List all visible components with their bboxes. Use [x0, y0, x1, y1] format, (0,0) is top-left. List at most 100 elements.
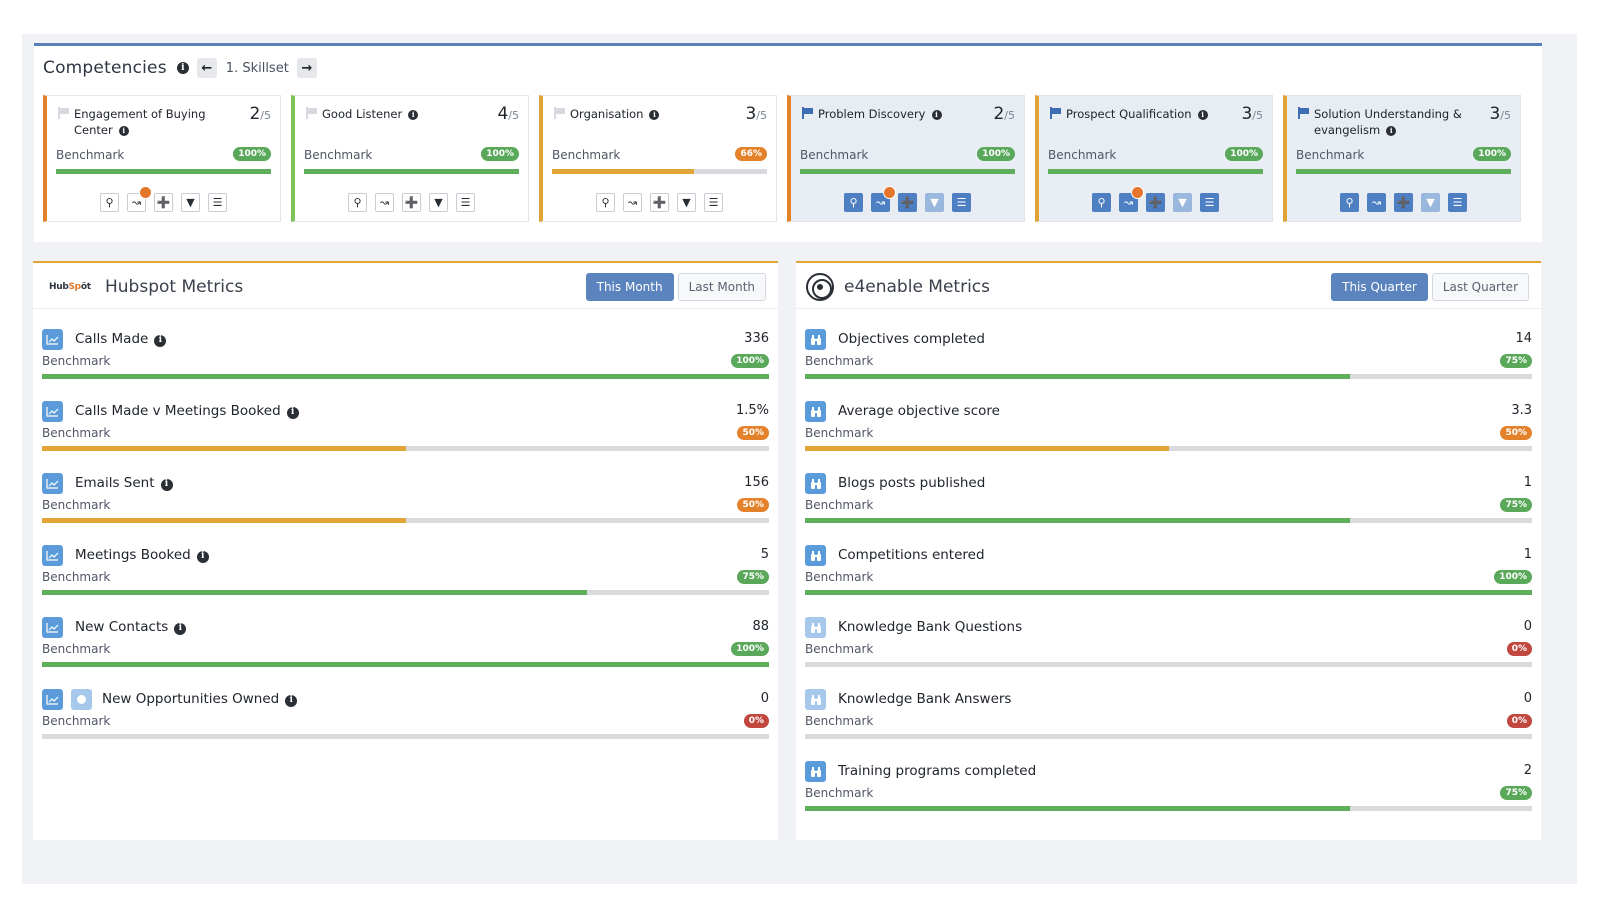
metric-name: New Contacts i [75, 619, 187, 635]
chart-icon[interactable]: ↝ [127, 186, 152, 212]
progress-fill [805, 590, 1532, 595]
competencies-title: Competencies [43, 58, 167, 78]
competency-name-text: Engagement of Buying Center [74, 107, 206, 137]
competency-card[interactable]: Engagement of Buying Center i 2/5 Benchmark… [43, 95, 281, 222]
info-icon[interactable]: i [196, 550, 209, 563]
competency-card[interactable]: Solution Understanding & evangelism i 3/5 B… [1283, 95, 1521, 222]
line-chart-icon[interactable] [42, 617, 63, 638]
info-icon[interactable]: i [931, 109, 942, 120]
benchmark-progress-bar [42, 734, 769, 739]
hubspot-metrics-panel: HubSpöt Hubspot Metrics This Month Last … [33, 261, 778, 840]
arrow-right-icon[interactable]: → [296, 58, 317, 78]
list-icon[interactable]: ☰ [704, 193, 723, 212]
progress-fill [42, 518, 406, 523]
info-icon[interactable]: i [649, 109, 660, 120]
dashboard-frame: Competencies i ← 1. Skillset → Engagemen… [22, 34, 1577, 884]
pie-chart-icon[interactable] [71, 689, 92, 710]
progress-fill [805, 518, 1351, 523]
plus-circle-icon[interactable]: ➕ [154, 193, 173, 212]
arrow-left-icon[interactable]: ← [196, 58, 217, 78]
competency-name-text: Organisation [570, 107, 644, 121]
line-chart-icon[interactable] [42, 329, 63, 350]
chart-icon[interactable]: ↝ [375, 193, 394, 212]
info-icon[interactable]: i [154, 334, 167, 347]
line-chart-icon[interactable] [42, 689, 63, 710]
binoculars-icon[interactable] [805, 473, 826, 494]
info-icon[interactable]: i [408, 109, 419, 120]
card-actions: ⚲ ↝ ➕ ▼ ☰ [791, 186, 1024, 212]
info-icon[interactable]: i [174, 622, 187, 635]
plus-circle-icon[interactable]: ➕ [402, 193, 421, 212]
search-icon[interactable]: ⚲ [1340, 193, 1359, 212]
metric-value: 2 [1523, 763, 1532, 778]
notification-dot-icon [883, 186, 896, 199]
list-icon[interactable]: ☰ [1200, 193, 1219, 212]
this-month-button[interactable]: This Month [585, 273, 674, 301]
metric-name-text: Calls Made v Meetings Booked [75, 403, 281, 419]
flag-icon [1298, 107, 1309, 119]
metric-name-text: Average objective score [838, 403, 1000, 419]
competency-card[interactable]: Prospect Qualification i 3/5 Benchmark 100% ⚲… [1035, 95, 1273, 222]
plus-circle-icon[interactable]: ➕ [898, 193, 917, 212]
info-icon[interactable]: i [286, 406, 299, 419]
search-icon[interactable]: ⚲ [596, 193, 615, 212]
search-icon[interactable]: ⚲ [348, 193, 367, 212]
list-icon[interactable]: ☰ [1448, 193, 1467, 212]
info-icon[interactable]: i [176, 62, 189, 74]
search-icon[interactable]: ⚲ [100, 193, 119, 212]
chart-icon[interactable]: ↝ [623, 193, 642, 212]
plus-circle-icon[interactable]: ➕ [650, 193, 669, 212]
info-icon[interactable]: i [285, 694, 298, 707]
trophy-icon[interactable]: ▼ [181, 193, 200, 212]
list-icon[interactable]: ☰ [208, 193, 227, 212]
trophy-icon[interactable]: ▼ [429, 193, 448, 212]
line-chart-icon[interactable] [42, 473, 63, 494]
benchmark-progress-bar [56, 169, 271, 174]
trophy-icon[interactable]: ▼ [925, 193, 944, 212]
last-month-button[interactable]: Last Month [677, 273, 766, 301]
flag-icon [554, 107, 565, 119]
benchmark-badge: 100% [731, 642, 769, 656]
search-icon[interactable]: ⚲ [1092, 193, 1111, 212]
info-icon[interactable]: i [1197, 109, 1208, 120]
trophy-icon[interactable]: ▼ [677, 193, 696, 212]
chart-icon[interactable]: ↝ [1367, 193, 1386, 212]
last-quarter-button[interactable]: Last Quarter [1431, 273, 1529, 301]
binoculars-icon[interactable] [805, 329, 826, 350]
notification-dot-icon [1131, 186, 1144, 199]
flag-icon [802, 107, 813, 119]
trophy-icon[interactable]: ▼ [1173, 193, 1192, 212]
chart-icon[interactable]: ↝ [1119, 186, 1144, 212]
competency-card[interactable]: Problem Discovery i 2/5 Benchmark 100% ⚲ ↝ ➕ ▼ ☰ [787, 95, 1025, 222]
competency-name-text: Solution Understanding & evangelism [1314, 107, 1462, 137]
binoculars-icon[interactable] [805, 689, 826, 710]
binoculars-icon[interactable] [805, 617, 826, 638]
competency-name: Organisation i [570, 106, 720, 122]
benchmark-label: Benchmark [42, 498, 111, 512]
binoculars-icon[interactable] [805, 545, 826, 566]
line-chart-icon[interactable] [42, 545, 63, 566]
benchmark-label: Benchmark [805, 570, 874, 584]
info-icon[interactable]: i [1386, 125, 1397, 136]
list-icon[interactable]: ☰ [952, 193, 971, 212]
plus-circle-icon[interactable]: ➕ [1146, 193, 1165, 212]
competency-card[interactable]: Good Listener i 4/5 Benchmark 100% ⚲ ↝ ➕ ▼ ☰ [291, 95, 529, 222]
metric-row: Calls Made i 336 Benchmark 100% [42, 329, 769, 401]
progress-fill [42, 590, 588, 595]
card-actions: ⚲ ↝ ➕ ▼ ☰ [295, 193, 528, 212]
info-icon[interactable]: i [118, 125, 129, 136]
benchmark-label: Benchmark [1048, 148, 1117, 162]
metric-name: Emails Sent i [75, 475, 173, 491]
search-icon[interactable]: ⚲ [844, 193, 863, 212]
plus-circle-icon[interactable]: ➕ [1394, 193, 1413, 212]
chart-icon[interactable]: ↝ [871, 186, 896, 212]
line-chart-icon[interactable] [42, 401, 63, 422]
binoculars-icon[interactable] [805, 401, 826, 422]
card-actions: ⚲ ↝ ➕ ▼ ☰ [1287, 193, 1520, 212]
info-icon[interactable]: i [160, 478, 173, 491]
this-quarter-button[interactable]: This Quarter [1331, 273, 1428, 301]
competency-card[interactable]: Organisation i 3/5 Benchmark 66% ⚲ ↝ ➕ ▼ ☰ [539, 95, 777, 222]
binoculars-icon[interactable] [805, 761, 826, 782]
list-icon[interactable]: ☰ [456, 193, 475, 212]
trophy-icon[interactable]: ▼ [1421, 193, 1440, 212]
